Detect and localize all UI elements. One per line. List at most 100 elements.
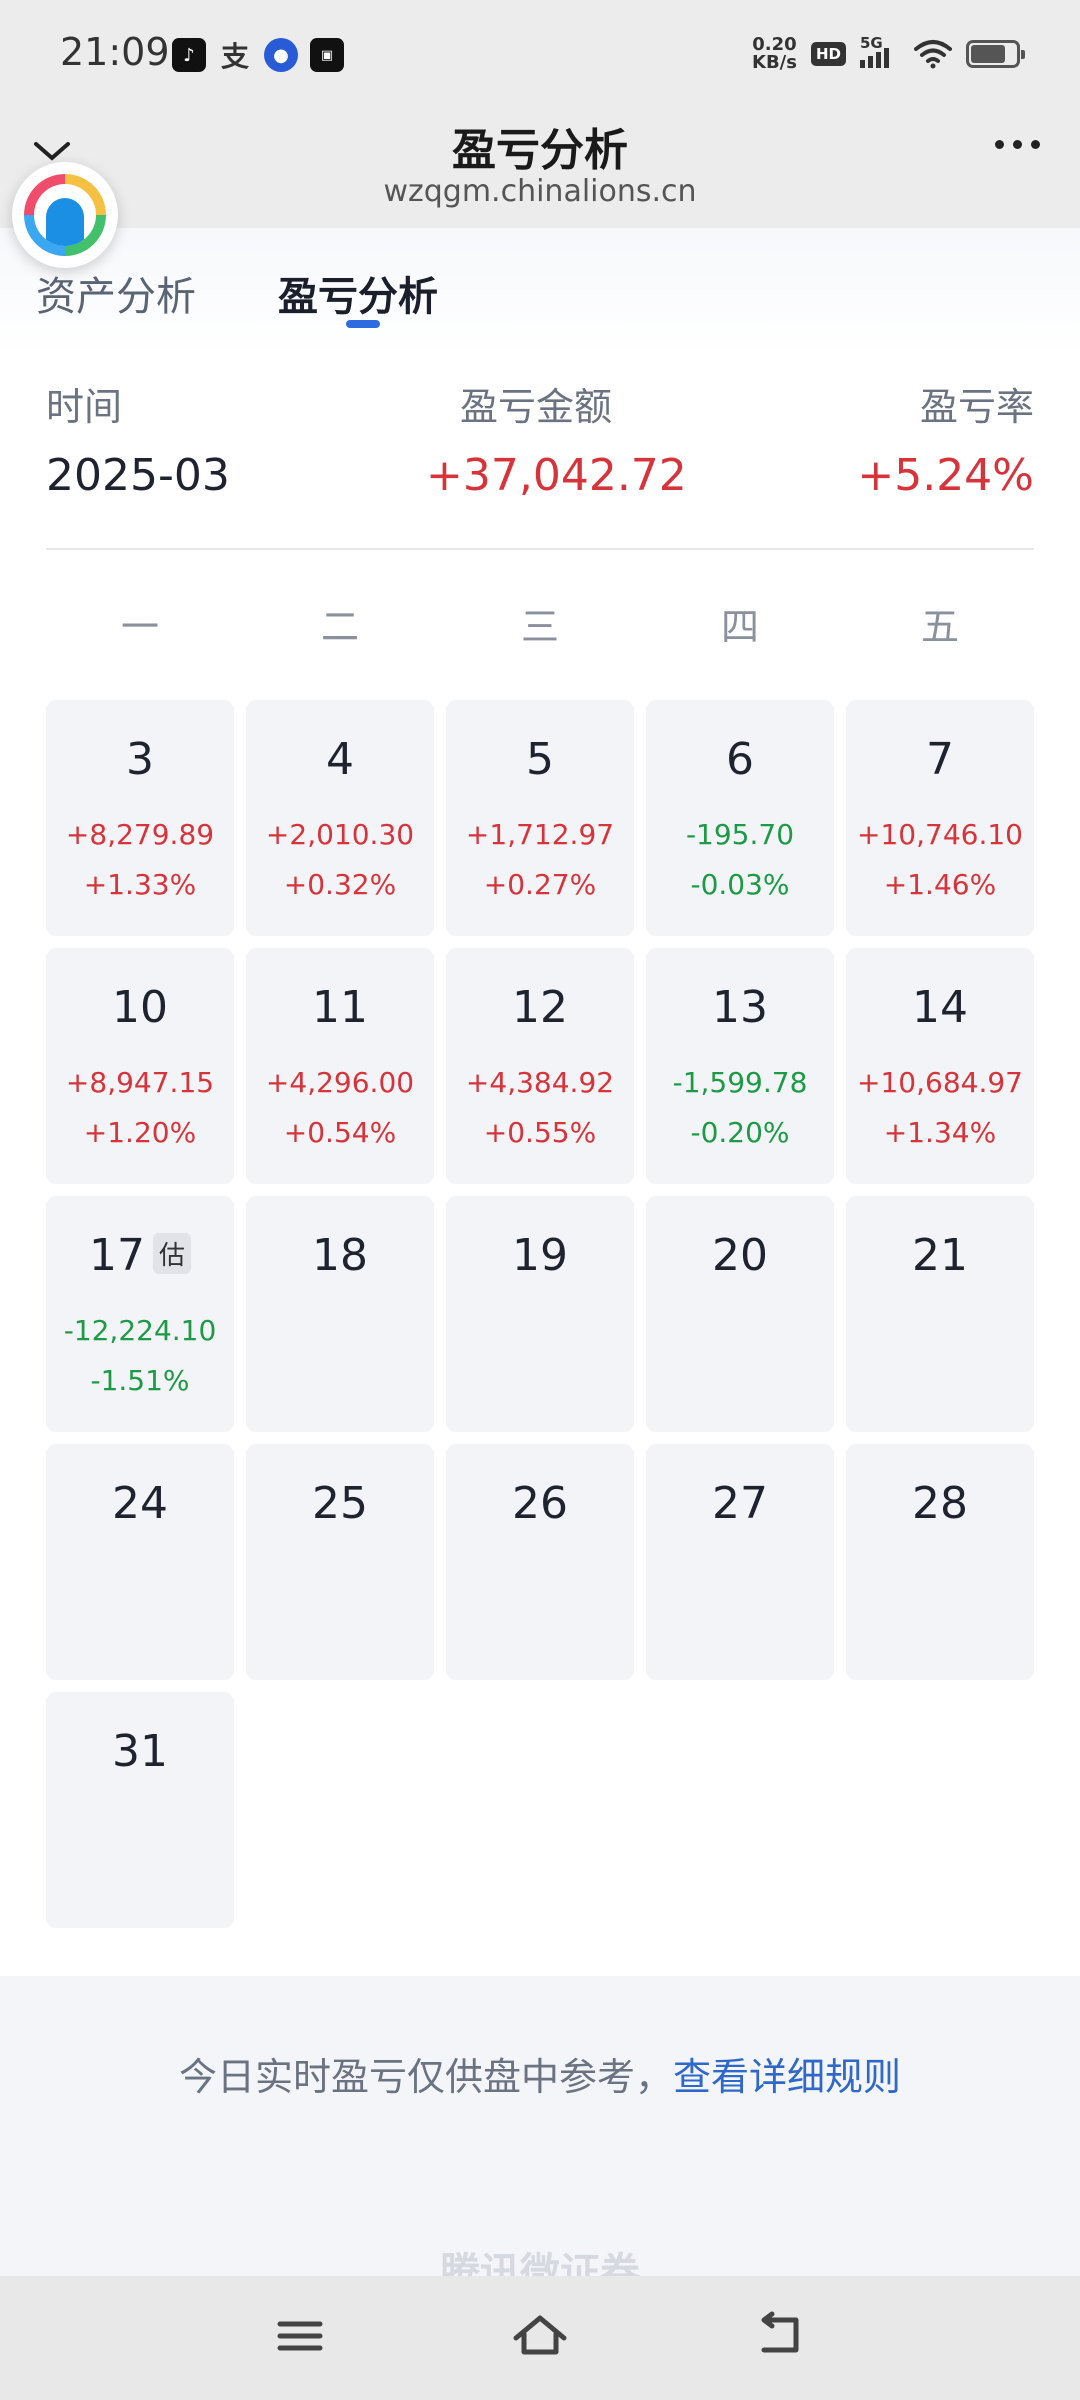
rate-label: 盈亏率 (919, 385, 1034, 429)
hd-badge: HD (810, 42, 846, 66)
more-dot-icon (1013, 140, 1022, 149)
calendar-day-cell[interactable]: 5 +1,712.97 +0.27% (446, 700, 634, 936)
day-number: 26 (512, 1478, 568, 1529)
battery-icon (966, 40, 1025, 68)
calendar-day-cell[interactable]: 4 +2,010.30 +0.32% (246, 700, 434, 936)
floating-assistant-button[interactable] (12, 162, 118, 268)
more-dot-icon (1031, 140, 1040, 149)
day-number: 25 (312, 1478, 368, 1529)
net-speed: 0.20 KB/s (752, 34, 797, 73)
calendar-day-cell[interactable]: 6 -195.70 -0.03% (646, 700, 834, 936)
day-pnl-percent: +0.32% (283, 868, 397, 901)
day-number: 21 (912, 1230, 968, 1281)
calendar-day-cell[interactable]: 10 +8,947.15 +1.20% (46, 948, 234, 1184)
day-number: 24 (112, 1478, 168, 1529)
day-pnl-percent: +1.20% (83, 1116, 197, 1149)
day-pnl-amount: +4,296.00 (265, 1066, 415, 1099)
day-pnl-percent: +0.55% (483, 1116, 597, 1149)
tab-pnl-analysis[interactable]: 盈亏分析 (278, 274, 438, 320)
day-pnl-percent: +0.27% (483, 868, 597, 901)
calendar-day-cell[interactable]: 21 (846, 1196, 1034, 1432)
page-title: 盈亏分析 (452, 125, 628, 176)
day-number: 3 (126, 734, 154, 785)
status-time: 21:09 (60, 30, 170, 74)
realtime-note: 今日实时盈亏仅供盘中参考，查看详细规则 (178, 2055, 902, 2099)
tab-bar: 资产分析 盈亏分析 (0, 228, 1080, 356)
more-button[interactable] (995, 140, 1040, 149)
day-pnl-amount: +4,384.92 (465, 1066, 615, 1099)
day-pnl-amount: +8,279.89 (65, 818, 215, 851)
calendar-day-cell[interactable]: 24 (46, 1444, 234, 1680)
tab-asset-analysis[interactable]: 资产分析 (36, 274, 196, 320)
back-icon[interactable] (750, 2306, 810, 2366)
view-rules-link[interactable]: 查看详细规则 (673, 2055, 902, 2099)
day-pnl-percent: -0.20% (690, 1116, 790, 1149)
weekday-label: 三 (520, 605, 559, 649)
day-pnl-amount: +1,712.97 (465, 818, 615, 851)
footer: 今日实时盈亏仅供盘中参考，查看详细规则 腾讯微证券 (0, 1976, 1080, 2280)
day-number: 5 (526, 734, 554, 785)
weekday-label: 四 (720, 605, 759, 649)
divider (46, 548, 1034, 550)
alipay-icon: 支 (220, 40, 249, 73)
status-bar: 21:09 ♪ 支 ● ▣ 0.20 KB/s HD 5G (0, 0, 1080, 110)
day-pnl-amount: -195.70 (685, 818, 795, 851)
day-number: 31 (112, 1726, 168, 1777)
day-number: 11 (312, 982, 368, 1033)
system-nav-bar (0, 2276, 1080, 2400)
time-label: 时间 (46, 385, 123, 429)
calendar-day-cell[interactable]: 19 (446, 1196, 634, 1432)
day-number: 19 (512, 1230, 568, 1281)
day-pnl-amount: +10,684.97 (857, 1066, 1023, 1099)
close-button[interactable] (30, 138, 80, 178)
active-tab-indicator (346, 320, 380, 328)
day-pnl-percent: -0.03% (690, 868, 790, 901)
calendar-day-cell[interactable]: 13 -1,599.78 -0.20% (646, 948, 834, 1184)
status-app-icons: ♪ 支 ● ▣ (172, 38, 344, 73)
day-number: 14 (912, 982, 968, 1033)
day-number: 18 (312, 1230, 368, 1281)
day-pnl-percent: -1.51% (90, 1364, 190, 1397)
calendar-day-cell[interactable]: 20 (646, 1196, 834, 1432)
day-number: 6 (726, 734, 754, 785)
calendar-day-cell[interactable]: 11 +4,296.00 +0.54% (246, 948, 434, 1184)
home-icon[interactable] (510, 2306, 570, 2366)
calendar-day-cell[interactable]: 14 +10,684.97 +1.34% (846, 948, 1034, 1184)
calendar-day-cell[interactable]: 17 估 -12,224.10 -1.51% (46, 1196, 234, 1432)
calendar-day-cell[interactable]: 28 (846, 1444, 1034, 1680)
blue-app-icon: ● (264, 38, 298, 72)
more-dot-icon (995, 140, 1004, 149)
wifi-icon (914, 40, 952, 69)
calendar-day-cell[interactable]: 3 +8,279.89 +1.33% (46, 700, 234, 936)
day-pnl-percent: +1.46% (883, 868, 997, 901)
page-url: wzqgm.chinalions.cn (383, 174, 697, 209)
title-bar: 盈亏分析 wzqgm.chinalions.cn (0, 110, 1080, 228)
calendar-day-cell[interactable]: 31 (46, 1692, 234, 1928)
month-selector[interactable]: 2025-03 (46, 450, 230, 501)
day-number: 27 (712, 1478, 768, 1529)
brand-watermark: 腾讯微证券 (440, 2250, 640, 2280)
amount-label: 盈亏金额 (460, 385, 613, 429)
tiktok-icon: ♪ (172, 38, 206, 72)
weekday-label: 五 (920, 605, 959, 649)
total-pnl-rate: +5.24% (857, 450, 1034, 501)
calendar-day-cell[interactable]: 18 (246, 1196, 434, 1432)
weekday-header: 一 二 三 四 五 (46, 596, 1034, 656)
day-number: 13 (712, 982, 768, 1033)
day-pnl-amount: +8,947.15 (65, 1066, 215, 1099)
calendar-day-cell[interactable]: 26 (446, 1444, 634, 1680)
calendar-day-cell[interactable]: 7 +10,746.10 +1.46% (846, 700, 1034, 936)
day-number: 20 (712, 1230, 768, 1281)
calendar-day-cell[interactable]: 25 (246, 1444, 434, 1680)
estimate-badge: 估 (152, 1233, 191, 1274)
calendar-day-cell[interactable]: 27 (646, 1444, 834, 1680)
close-icon (34, 142, 70, 161)
day-number: 10 (112, 982, 168, 1033)
status-indicators: 0.20 KB/s HD 5G (752, 34, 1025, 73)
weekday-label: 二 (320, 605, 359, 649)
signal-icon: 5G (860, 34, 900, 68)
calendar-day-cell[interactable]: 12 +4,384.92 +0.55% (446, 948, 634, 1184)
day-pnl-amount: -12,224.10 (63, 1314, 217, 1347)
menu-icon[interactable] (270, 2306, 330, 2366)
day-pnl-percent: +1.33% (83, 868, 197, 901)
